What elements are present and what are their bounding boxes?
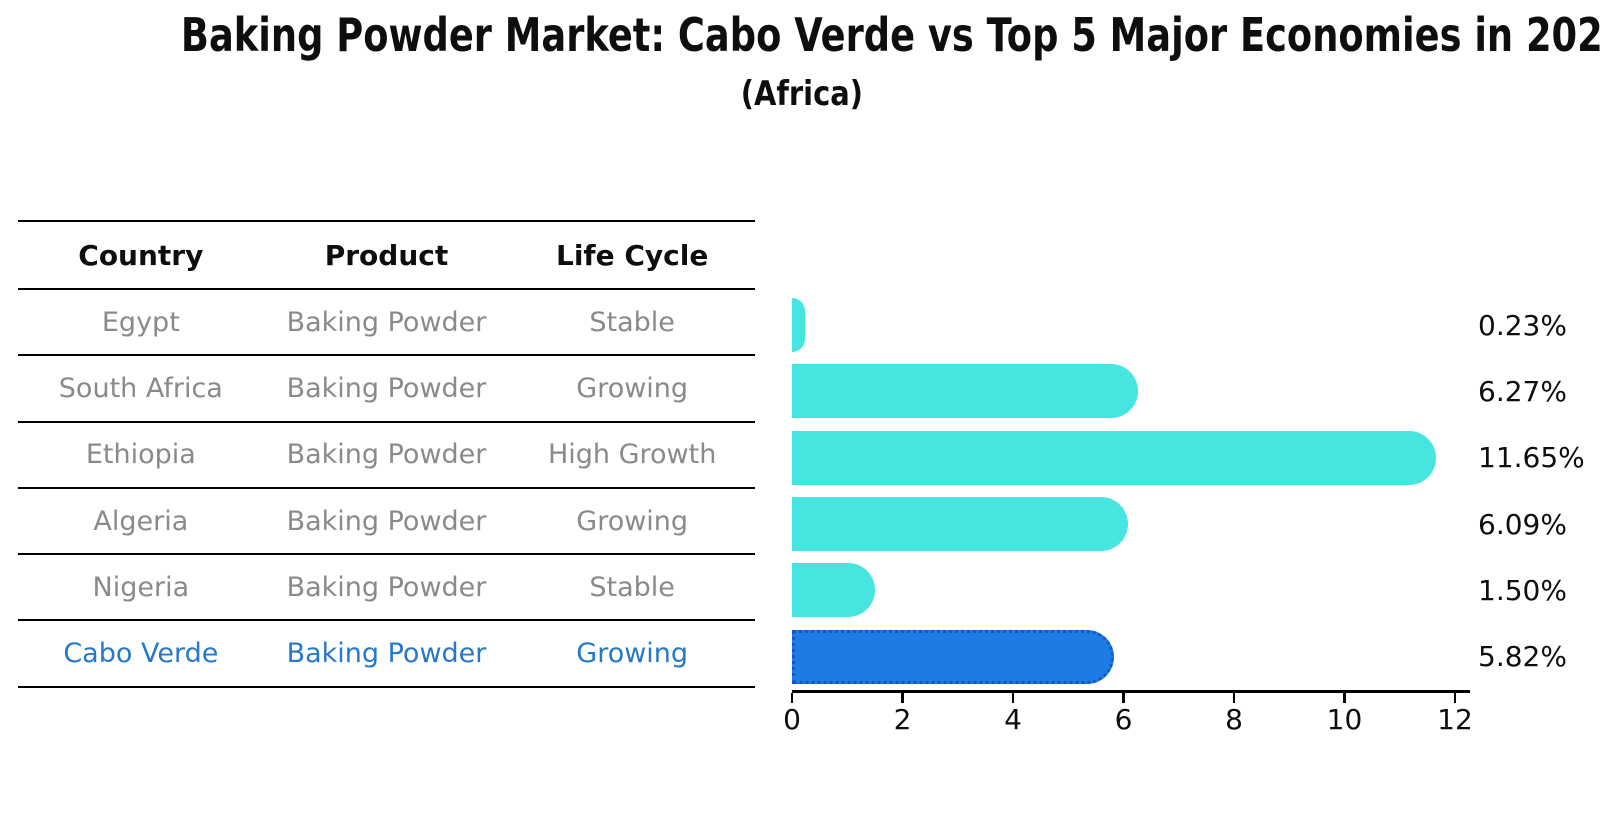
table-row: Nigeria Baking Powder Stable — [18, 555, 755, 622]
table-row: Ethiopia Baking Powder High Growth — [18, 423, 755, 489]
cell-product: Baking Powder — [286, 439, 487, 471]
cell-life-cycle: Stable — [589, 571, 675, 603]
value-label: 0.23% — [1478, 308, 1567, 342]
axis-tick — [901, 692, 904, 703]
cell-product: Baking Powder — [286, 372, 487, 404]
bar-row — [792, 425, 1455, 491]
axis-tick — [1122, 692, 1125, 703]
bar — [792, 430, 1436, 485]
cell-life-cycle: Growing — [576, 505, 689, 537]
axis-tick-label: 10 — [1326, 703, 1363, 736]
value-label: 6.27% — [1478, 374, 1567, 408]
page-subtitle: (Africa) — [740, 74, 864, 114]
cell-country: Nigeria — [92, 571, 190, 603]
bar — [792, 497, 1129, 552]
page-title: Baking Powder Market: Cabo Verde vs Top … — [180, 8, 1604, 62]
value-label: 5.82% — [1478, 640, 1567, 674]
header-cell-life-cycle: Life Cycle — [555, 238, 709, 272]
bar — [792, 364, 1139, 419]
cell-country: Cabo Verde — [63, 638, 219, 670]
bar-row — [792, 623, 1455, 689]
cell-product: Baking Powder — [286, 306, 487, 338]
x-axis: 0 2 4 6 8 10 12 — [783, 690, 1473, 750]
cell-product: Baking Powder — [286, 638, 487, 670]
cell-life-cycle: Stable — [589, 306, 675, 338]
value-label: 1.50% — [1478, 573, 1567, 607]
axis-tick-label: 2 — [893, 703, 912, 736]
title-container: Baking Powder Market: Cabo Verde vs Top … — [0, 8, 1604, 62]
cell-life-cycle: Growing — [576, 638, 689, 670]
cell-country: Egypt — [101, 306, 180, 338]
cell-life-cycle: Growing — [576, 372, 689, 404]
bar-row — [792, 358, 1455, 424]
table-row: Egypt Baking Powder Stable — [18, 290, 755, 357]
axis-tick — [1343, 692, 1346, 703]
data-table: Country Product Life Cycle Egypt Baking … — [18, 220, 755, 688]
bar-row — [792, 292, 1455, 358]
subtitle-container: (Africa) — [0, 74, 1604, 114]
axis-tick-label: 8 — [1225, 703, 1243, 736]
bar — [792, 629, 1114, 684]
value-labels-column: 0.23% 6.27% 11.65% 6.09% 1.50% 5.82% — [1478, 292, 1604, 690]
bar-row — [792, 557, 1455, 623]
axis-tick-label: 12 — [1437, 703, 1473, 736]
axis-tick — [1232, 692, 1236, 703]
axis-tick — [1453, 692, 1457, 703]
cell-product: Baking Powder — [286, 571, 487, 603]
bar-row — [792, 491, 1455, 557]
cell-country: South Africa — [58, 372, 223, 404]
header-cell-country: Country — [78, 238, 204, 272]
bar — [792, 563, 875, 618]
cell-life-cycle: High Growth — [547, 439, 717, 471]
bar — [792, 298, 805, 353]
table-body: Egypt Baking Powder Stable South Africa … — [18, 290, 755, 688]
axis-tick-label: 4 — [1004, 703, 1022, 736]
axis-tick-label: 0 — [783, 703, 801, 736]
axis-tick — [790, 692, 794, 703]
cell-country: Ethiopia — [85, 439, 196, 471]
table-row: Cabo Verde Baking Powder Growing — [18, 621, 755, 688]
x-axis-line — [792, 690, 1470, 693]
table-row: South Africa Baking Powder Growing — [18, 356, 755, 423]
cell-country: Algeria — [93, 505, 189, 537]
table-row: Algeria Baking Powder Growing — [18, 489, 755, 556]
bar-chart — [792, 292, 1455, 690]
table-header-row: Country Product Life Cycle — [18, 220, 755, 290]
value-label: 11.65% — [1478, 441, 1585, 475]
cell-product: Baking Powder — [286, 505, 487, 537]
axis-tick-label: 6 — [1114, 703, 1133, 736]
axis-tick — [1011, 692, 1015, 703]
header-cell-product: Product — [324, 238, 449, 272]
value-label: 6.09% — [1478, 507, 1567, 541]
